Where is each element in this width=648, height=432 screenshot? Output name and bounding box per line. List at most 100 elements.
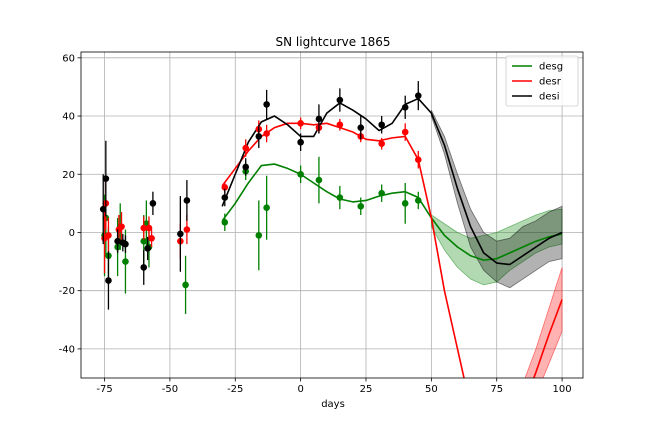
x-axis-label: days	[321, 399, 345, 410]
x-tick-label: 75	[490, 384, 503, 395]
desi-data-point	[114, 229, 121, 253]
desi-data-point	[177, 196, 184, 272]
desr-data-point	[263, 124, 270, 143]
desr-marker	[118, 223, 125, 230]
desi-marker	[255, 133, 263, 140]
desg-marker	[297, 170, 304, 178]
desr-data-point	[297, 117, 304, 130]
desr-data-point	[242, 139, 250, 157]
plot-frame	[80, 51, 584, 379]
y-tick-label: 40	[62, 112, 75, 123]
desr-marker	[105, 232, 112, 239]
legend-label-desr: desr	[539, 77, 562, 88]
desg-data-point	[401, 182, 409, 224]
desi-data-point	[140, 249, 148, 285]
desi-marker	[336, 96, 344, 104]
data-points	[99, 81, 422, 314]
desi-data-point	[401, 95, 409, 119]
desi-marker	[140, 264, 148, 271]
desg-data-point	[255, 200, 263, 271]
legend-label-desg: desg	[539, 62, 563, 73]
legend-box	[505, 55, 579, 107]
desi-marker	[105, 277, 112, 284]
desi-marker	[177, 230, 184, 238]
desi-data-point	[99, 174, 107, 245]
desi-curve	[221, 97, 563, 266]
desg-data-point	[336, 185, 344, 210]
y-tick-label: 20	[62, 170, 75, 181]
desr-marker	[401, 128, 409, 136]
desi-marker	[102, 175, 110, 182]
desg-marker	[357, 202, 365, 210]
desg-marker	[401, 200, 409, 207]
desr-marker	[378, 140, 385, 147]
desi-data-point	[102, 140, 110, 217]
desg-data-point	[414, 191, 422, 210]
desr-marker	[297, 120, 304, 127]
desg-marker	[414, 197, 422, 204]
x-tick-label: -25	[227, 384, 243, 395]
desr-data-point	[105, 217, 112, 253]
desi-data-point	[336, 88, 344, 112]
desr-data-point	[101, 203, 108, 274]
x-tick-label: -50	[162, 384, 178, 395]
desi-data-point	[315, 104, 323, 134]
desi-marker	[315, 115, 323, 123]
desi-data-point	[105, 251, 112, 310]
desr-marker	[242, 144, 250, 152]
y-tick-label: -40	[59, 344, 75, 355]
desi-data-point	[297, 133, 304, 151]
desi-marker	[114, 237, 121, 245]
desr-tail-band	[524, 267, 563, 378]
desi-marker	[99, 205, 107, 213]
desg-marker	[336, 194, 344, 201]
desi-data-point	[378, 116, 385, 134]
model-curves	[221, 97, 563, 378]
x-tick-label: -75	[96, 384, 112, 395]
desi-marker	[378, 121, 385, 129]
desg-marker	[221, 218, 229, 226]
desi-data-point	[357, 116, 365, 140]
desg-marker	[378, 189, 385, 197]
desi-marker	[401, 104, 409, 111]
desr-data-point	[414, 150, 422, 169]
x-tick-label: 0	[297, 384, 303, 395]
desg-data-point	[297, 165, 304, 183]
desg-data-point	[315, 156, 323, 204]
desr-data-point	[118, 212, 125, 242]
axes: -75 -50 -25 0 25 50 75 100 -40 -20 0 20 40 60	[59, 51, 584, 395]
desg-marker	[122, 258, 129, 265]
desi-data-point	[144, 236, 151, 261]
desi-marker	[263, 101, 270, 108]
desi-marker	[122, 240, 129, 248]
y-tick-label: -20	[59, 286, 75, 297]
desg-data-point	[263, 175, 270, 240]
desr-tail-curve	[532, 299, 563, 378]
desi-marker	[149, 200, 157, 207]
desi-marker	[221, 194, 229, 201]
desi-data-point	[183, 180, 191, 221]
y-tick-label: 60	[62, 53, 75, 64]
legend-label-desi: desi	[539, 92, 560, 103]
desi-marker	[183, 197, 191, 204]
desr-marker	[336, 121, 344, 129]
desr-marker	[140, 224, 148, 232]
desg-marker	[255, 232, 263, 239]
desi-data-point	[221, 188, 229, 207]
desi-data-point	[242, 158, 250, 176]
desg-marker	[140, 237, 148, 245]
desg-data-point	[357, 197, 365, 215]
desr-data-point	[148, 229, 155, 248]
desi-data-point	[149, 191, 157, 215]
desr-marker	[221, 184, 229, 191]
desg-data-point	[182, 255, 189, 314]
desr-marker	[263, 130, 270, 137]
desr-marker	[145, 224, 153, 232]
x-tick-label: 100	[553, 384, 572, 395]
legend: desg desr desi	[505, 55, 579, 107]
desr-marker	[414, 156, 422, 163]
desi-marker	[297, 138, 304, 146]
desi-data-point	[414, 81, 422, 111]
